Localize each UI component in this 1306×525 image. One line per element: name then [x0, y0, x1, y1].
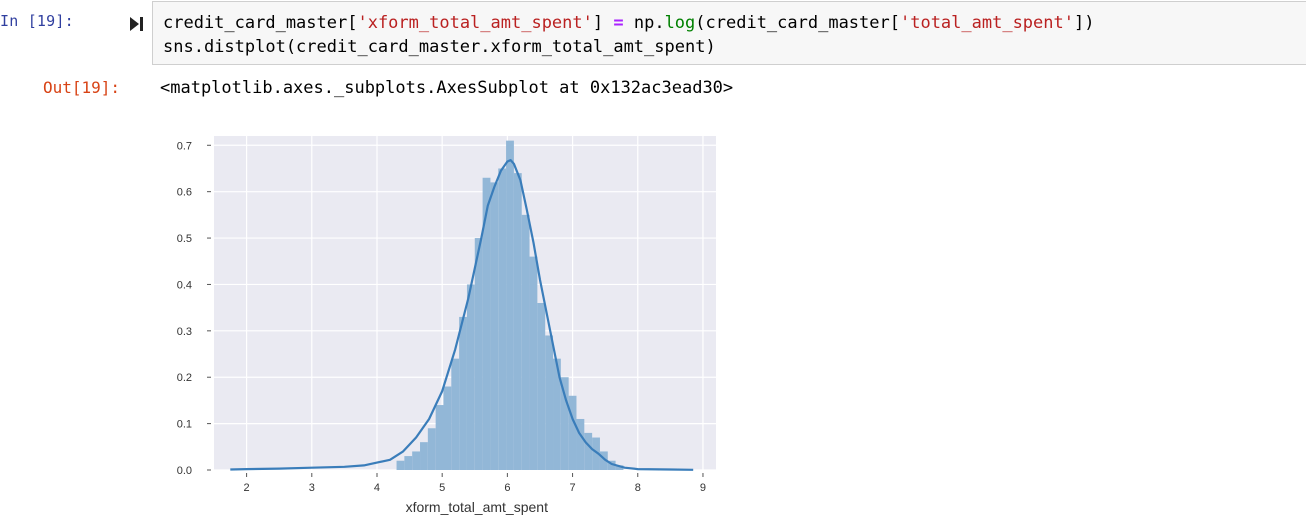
histogram-bar [568, 395, 577, 470]
code-token: credit_card_master[ [163, 13, 358, 33]
y-tick-label: 0.6 [177, 187, 192, 199]
x-tick-label: 8 [635, 482, 641, 494]
histogram-bar [404, 456, 413, 470]
histogram-bar [513, 173, 522, 470]
y-tick-label: 0.7 [177, 140, 192, 152]
x-axis-label: xform_total_amt_spent [406, 499, 549, 515]
histogram-bar [412, 451, 421, 470]
output-text: <matplotlib.axes._subplots.AxesSubplot a… [160, 78, 734, 98]
histogram-bar [592, 437, 600, 470]
code-line-1: credit_card_master['xform_total_amt_spen… [163, 13, 1094, 33]
x-tick-label: 6 [504, 482, 510, 494]
histogram-bar [560, 377, 569, 470]
histogram-bar [576, 418, 585, 470]
histogram-bar [490, 182, 499, 470]
code-function: log [664, 13, 696, 33]
y-tick-label: 0.0 [177, 465, 192, 477]
x-tick-label: 7 [570, 482, 576, 494]
histogram-bar [435, 405, 444, 470]
histogram-bar [584, 432, 593, 470]
histogram-bar [529, 256, 538, 470]
code-line-2: sns.distplot(credit_card_master.xform_to… [163, 37, 716, 57]
histogram-bar [521, 214, 530, 470]
y-tick-label: 0.4 [177, 279, 192, 291]
histogram-bar [482, 177, 491, 470]
input-prompt: In [19]: [0, 12, 74, 30]
x-tick-label: 3 [309, 482, 315, 494]
y-tick-label: 0.5 [177, 233, 192, 245]
code-token: (credit_card_master[ [695, 13, 900, 33]
histogram-bar [451, 358, 460, 470]
histogram-bar [553, 358, 561, 470]
code-token: ]) [1073, 13, 1095, 33]
histogram-bar [459, 316, 467, 470]
histogram-bar [420, 442, 428, 470]
histogram-bar [537, 303, 546, 470]
output-prompt: Out[19]: [43, 78, 121, 97]
code-token: ] [592, 13, 614, 33]
histogram-bar [506, 140, 514, 470]
x-tick-label: 2 [244, 482, 250, 494]
histogram-bar [615, 465, 624, 470]
histogram-bar [607, 460, 616, 470]
x-tick-label: 5 [439, 482, 445, 494]
histogram-bar [427, 428, 436, 470]
histogram-bar [545, 335, 554, 470]
histogram-bar [599, 451, 608, 470]
histogram-bar [396, 460, 405, 470]
histogram-bar [466, 284, 475, 470]
kde-line [230, 159, 694, 471]
run-cell-icon[interactable] [130, 16, 144, 32]
histogram-bar [474, 238, 483, 470]
code-operator: = [613, 13, 624, 33]
histogram-bar [498, 168, 507, 470]
y-tick-label: 0.2 [177, 372, 192, 384]
code-string: 'total_amt_spent' [899, 13, 1074, 33]
x-tick-label: 4 [374, 482, 380, 494]
histogram-bar [443, 386, 452, 470]
y-tick-label: 0.1 [177, 419, 192, 431]
code-string: 'xform_total_amt_spent' [357, 13, 593, 33]
x-tick-label: 9 [700, 482, 706, 494]
code-cell-editor[interactable]: credit_card_master['xform_total_amt_spen… [152, 1, 1306, 65]
code-token: np. [623, 13, 665, 33]
y-tick-label: 0.3 [177, 326, 192, 338]
